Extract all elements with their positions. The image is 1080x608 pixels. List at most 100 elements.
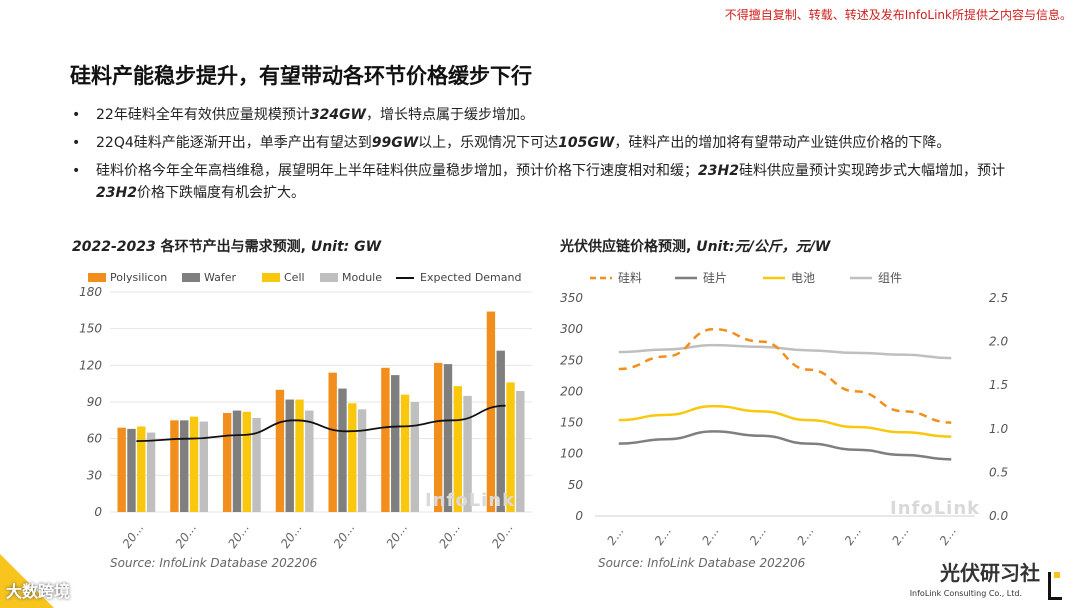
copyright-notice: 不得擅自复制、转载、转述及发布InfoLink所提供之内容与信息。 — [724, 8, 1072, 22]
y-tick-label-left: 50 — [568, 478, 584, 492]
bar-wafer — [232, 410, 242, 512]
y-tick-label: 120 — [79, 358, 102, 372]
bar-cell — [137, 426, 146, 512]
legend-label: 组件 — [878, 271, 902, 285]
x-tick-label: 2... — [889, 524, 911, 548]
bar-module — [305, 410, 314, 512]
bar-module — [146, 432, 156, 512]
x-tick-label: 20... — [331, 521, 358, 551]
bar-module — [252, 417, 261, 512]
bar-cell — [506, 382, 515, 512]
bar-wafer — [338, 388, 347, 512]
bar-module — [199, 421, 209, 512]
bar-module — [463, 395, 472, 512]
brand-name: 光伏研习社 — [940, 561, 1040, 585]
bar-polysilicon — [170, 420, 179, 512]
x-tick-label: 2... — [794, 524, 816, 548]
left-chart-title: 2022-2023 各环节产出与需求预测, Unit: GW — [72, 239, 382, 255]
line-series-3 — [618, 404, 952, 438]
legend-label: Polysilicon — [110, 271, 167, 284]
y-tick-label-left: 0 — [575, 509, 583, 523]
bar-cell — [348, 403, 357, 512]
logo-icon — [1048, 572, 1062, 600]
x-tick-label: 20... — [383, 521, 410, 551]
bar-cell — [295, 399, 304, 512]
y-tick-label: 180 — [79, 285, 102, 299]
brand-subtitle: InfoLink Consulting Co., Ltd. — [909, 589, 1022, 598]
y-tick-label-right: 2.5 — [989, 291, 1008, 305]
x-tick-label: 20... — [172, 521, 199, 551]
bullet-item: 22Q4硅料产能逐渐开出，单季产出有望达到99GW以上，乐观情况下可达105GW… — [70, 132, 1020, 154]
y-tick-label-right: 1.0 — [989, 422, 1008, 436]
bar-module — [410, 402, 420, 512]
watermark-left: InfoLink — [425, 490, 516, 511]
bullet-list: 22年硅料全年有效供应量规模预计324GW，增长特点属于缓步增加。 22Q4硅料… — [70, 104, 1020, 210]
y-tick-label: 30 — [87, 468, 103, 482]
right-source: Source: InfoLink Database 202206 — [598, 556, 806, 570]
x-tick-label: 2... — [699, 524, 721, 548]
y-tick-label-left: 300 — [560, 322, 583, 336]
x-tick-label: 20... — [436, 521, 463, 551]
bar-polysilicon — [486, 311, 496, 512]
y-tick-label: 0 — [94, 505, 102, 519]
y-tick-label: 60 — [87, 432, 103, 446]
y-tick-label-left: 200 — [560, 384, 583, 398]
x-tick-label: 20... — [225, 521, 252, 551]
line-series-1 — [618, 327, 952, 424]
watermark-right: InfoLink — [890, 498, 981, 519]
bar-cell — [189, 416, 199, 512]
bar-wafer — [180, 420, 189, 512]
left-chart: Polysilicon Wafer Cell Module Expected Deman… — [79, 271, 532, 551]
x-tick-label: 2... — [842, 524, 864, 548]
bar-wafer — [127, 428, 136, 512]
bar-polysilicon — [381, 367, 390, 512]
y-tick-label-left: 100 — [560, 447, 583, 461]
left-source: Source: InfoLink Database 202206 — [110, 556, 318, 570]
corner-decoration — [0, 554, 54, 608]
right-chart: 硅料 硅片 电池 组件 0 50 100 150 200 250 300 350 0.0 0.5 1.0 1.… — [560, 271, 1008, 548]
legend-label: 硅料 — [618, 271, 642, 285]
line-expected-demand — [136, 404, 506, 443]
x-tick-label: 2... — [604, 524, 626, 548]
x-tick-label: 2... — [747, 524, 769, 548]
bar-wafer — [496, 350, 505, 512]
y-tick-label: 90 — [87, 395, 103, 409]
bar-cell — [242, 411, 251, 512]
y-tick-label-right: 0.5 — [989, 465, 1008, 479]
legend-label: 电池 — [791, 271, 815, 285]
y-tick-label-right: 1.5 — [989, 378, 1008, 392]
y-tick-label-left: 250 — [560, 353, 583, 367]
x-tick-label: 20... — [278, 521, 305, 551]
y-tick-label-left: 350 — [560, 291, 583, 305]
legend-swatch — [262, 273, 280, 282]
legend-label: Wafer — [204, 271, 237, 284]
bullet-item: 硅料价格今年全年高档维稳，展望明年上半年硅料供应量稳步增加，预计价格下行速度相对… — [70, 160, 1020, 204]
bar-module — [516, 391, 525, 512]
x-tick-label: 2... — [652, 524, 674, 548]
bar-polysilicon — [275, 389, 285, 512]
line-series-4 — [618, 343, 952, 360]
bullet-item: 22年硅料全年有效供应量规模预计324GW，增长特点属于缓步增加。 — [70, 104, 1020, 126]
bar-wafer — [285, 399, 294, 512]
bar-polysilicon — [117, 427, 126, 512]
y-tick-label-right: 0.0 — [989, 509, 1008, 523]
bar-polysilicon — [328, 372, 337, 512]
page-title: 硅料产能稳步提升，有望带动各环节价格缓步下行 — [70, 64, 532, 88]
bar-wafer — [391, 375, 400, 512]
legend-label: 硅片 — [703, 271, 727, 285]
y-tick-label: 150 — [79, 322, 102, 336]
legend-swatch — [88, 273, 106, 282]
bar-polysilicon — [222, 413, 232, 512]
y-tick-label-right: 2.0 — [989, 335, 1008, 349]
bar-module — [357, 409, 367, 512]
legend-swatch — [182, 273, 200, 282]
legend-label: Module — [342, 271, 382, 284]
bar-cell — [400, 394, 410, 512]
right-chart-title: 光伏供应链价格预测, Unit:元/公斤，元/W — [560, 239, 831, 255]
bar-cell — [453, 386, 462, 512]
x-tick-label: 2... — [937, 524, 959, 548]
legend-label: Cell — [284, 271, 305, 284]
corner-brand: 大数跨境 — [6, 582, 71, 601]
y-tick-label-left: 150 — [560, 416, 583, 430]
legend-swatch — [320, 273, 338, 282]
